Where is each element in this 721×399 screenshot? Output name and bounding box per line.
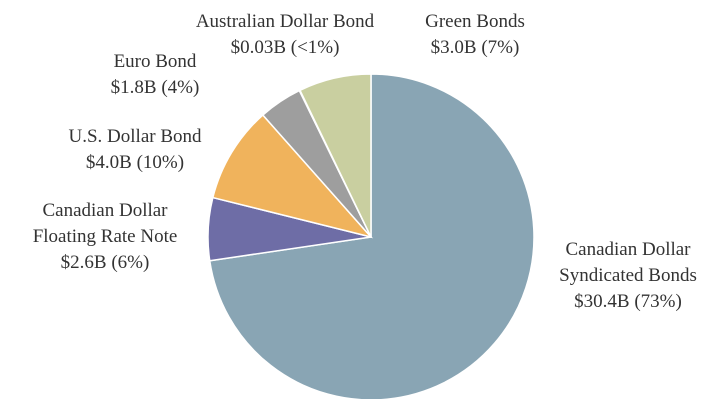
category-label: U.S. Dollar Bond	[68, 126, 202, 147]
value-label: $1.8B (4%)	[110, 77, 200, 98]
slice-label: Green Bonds $3.0B (7%)	[375, 9, 575, 61]
category-label: Green Bonds	[425, 11, 525, 32]
slice-label: Euro Bond $1.8B (4%)	[75, 49, 235, 101]
value-label: $3.0B (7%)	[430, 37, 520, 58]
value-label: $2.6B (6%)	[60, 252, 150, 273]
category-label: Canadian Dollar Floating Rate Note	[32, 200, 178, 247]
pie-slice	[299, 73, 372, 238]
pie-slice	[208, 73, 535, 399]
category-label: Canadian Dollar Syndicated Bonds	[559, 239, 697, 286]
slice-label: Australian Dollar Bond $0.03B (<1%)	[155, 9, 415, 61]
category-label: Australian Dollar Bond	[195, 11, 375, 32]
slice-label: U.S. Dollar Bond $4.0B (10%)	[35, 124, 235, 176]
value-label: $30.4B (73%)	[574, 291, 682, 312]
value-label: $0.03B (<1%)	[230, 37, 340, 58]
category-label: Euro Bond	[113, 51, 197, 72]
value-label: $4.0B (10%)	[85, 152, 185, 173]
slice-label: Canadian Dollar Syndicated Bonds $30.4B (…	[543, 237, 713, 315]
slice-label: Canadian Dollar Floating Rate Note $2.6B …	[20, 198, 190, 276]
pie-slice	[211, 113, 374, 239]
